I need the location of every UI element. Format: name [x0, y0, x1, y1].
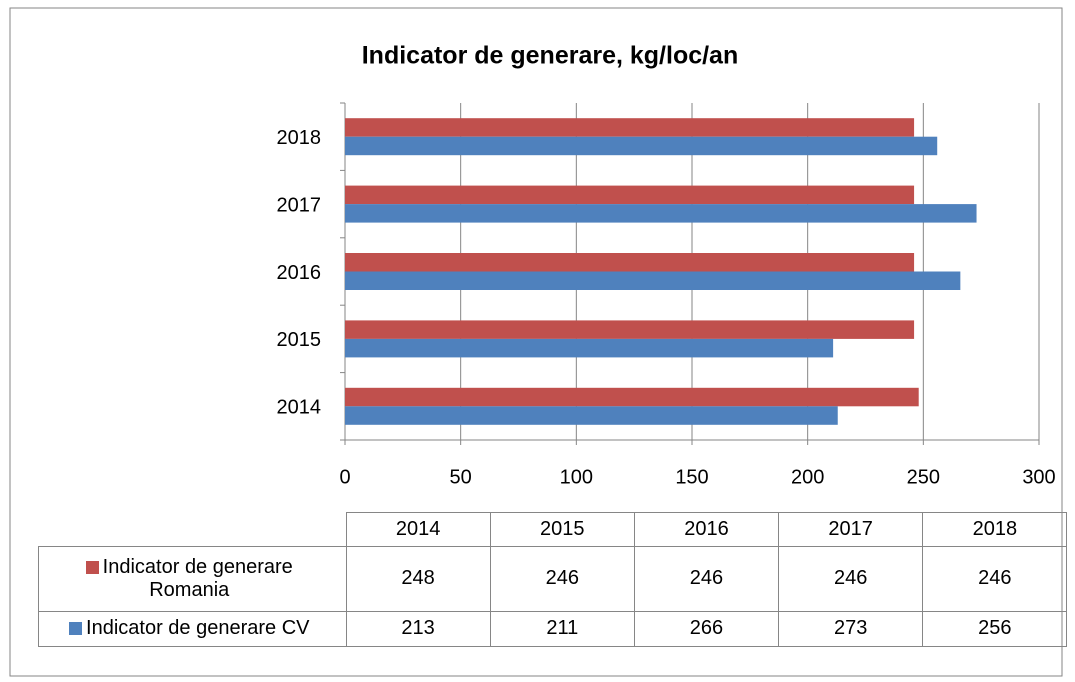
bar — [345, 271, 961, 290]
table-header: 2016 — [633, 512, 780, 547]
legend-swatch — [85, 560, 99, 574]
bar — [345, 253, 915, 272]
table-value: 266 — [633, 610, 780, 647]
table-header: 2018 — [922, 512, 1068, 547]
legend-label: Indicator de generare Romania — [102, 555, 293, 601]
table-header-row: 2014 2015 2016 2017 2018 — [39, 512, 1068, 547]
table-value: 213 — [345, 610, 491, 647]
y-tick-label: 2015 — [277, 329, 322, 351]
table-header: 2017 — [778, 512, 924, 547]
bar — [345, 320, 915, 339]
bar — [345, 118, 915, 137]
bar — [345, 185, 915, 205]
legend-cell: Indicator de generare Romania — [38, 545, 347, 612]
x-tick-label: 50 — [450, 466, 472, 488]
table-value: 246 — [489, 545, 635, 612]
data-table: 2014 2015 2016 2017 2018 Indicator de generar… — [38, 512, 1068, 647]
legend-swatch — [69, 622, 83, 636]
bar — [345, 406, 838, 425]
table-value: 211 — [489, 610, 635, 647]
y-tick-label: 2018 — [277, 127, 322, 149]
x-tick-label: 300 — [1022, 466, 1055, 488]
bar — [345, 338, 834, 358]
x-tick-label: 200 — [791, 466, 824, 488]
table-value: 256 — [922, 610, 1068, 647]
table-header: 2015 — [489, 512, 635, 547]
legend-label: Indicator de generare CV — [86, 617, 310, 639]
bar — [345, 136, 938, 156]
y-tick-label: 2014 — [277, 397, 322, 419]
table-row: Indicator de generare Romania 248 246 246 24… — [38, 545, 1068, 612]
chart-title: Indicator de generare, kg/loc/an — [362, 42, 739, 70]
legend-cell: Indicator de generare CV — [38, 610, 347, 647]
y-tick-label: 2017 — [277, 194, 322, 216]
x-tick-label: 0 — [339, 466, 350, 488]
table-value: 246 — [922, 545, 1068, 612]
table-value: 246 — [778, 545, 924, 612]
table-corner — [39, 513, 347, 547]
table-header: 2014 — [345, 512, 491, 547]
y-tick-label: 2016 — [277, 262, 322, 284]
x-tick-label: 250 — [907, 466, 940, 488]
table-value: 248 — [345, 545, 491, 612]
x-tick-label: 100 — [560, 466, 593, 488]
x-tick-label: 150 — [675, 466, 708, 488]
bar — [345, 387, 919, 407]
table-value: 273 — [778, 610, 924, 647]
table-value: 246 — [633, 545, 780, 612]
table-row: Indicator de generare CV 213 211 266 273 256 — [38, 610, 1068, 647]
bar — [345, 204, 977, 223]
